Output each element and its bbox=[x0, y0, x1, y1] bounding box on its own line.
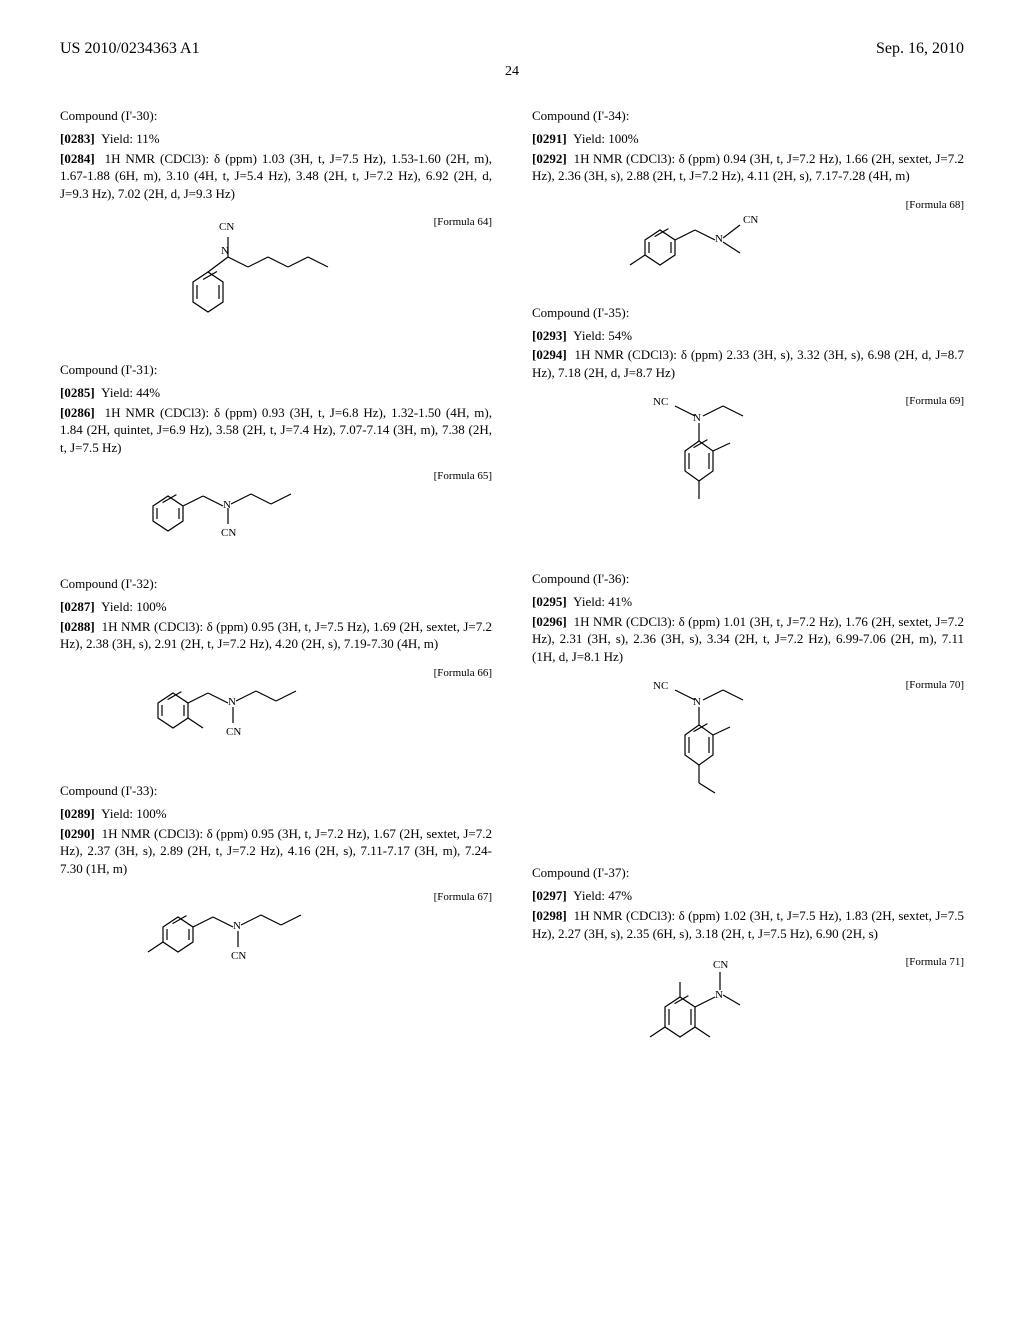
formula-row: N NC [Formula 69] bbox=[532, 391, 964, 541]
page-header: US 2010/0234363 A1 Sep. 16, 2010 bbox=[60, 40, 964, 58]
svg-text:CN: CN bbox=[713, 959, 728, 971]
paragraph: [0291] Yield: 100% bbox=[532, 130, 964, 148]
right-column: Compound (I'-34): [0291] Yield: 100% [0292… bbox=[532, 108, 964, 1082]
svg-text:N: N bbox=[693, 412, 701, 424]
compound-title: Compound (I'-32): bbox=[60, 576, 492, 592]
chemical-structure: N CN bbox=[60, 212, 426, 332]
paragraph: [0298] 1H NMR (CDCl3): δ (ppm) 1.02 (3H,… bbox=[532, 907, 964, 942]
paragraph: [0286] 1H NMR (CDCl3): δ (ppm) 0.93 (3H,… bbox=[60, 404, 492, 457]
svg-text:N: N bbox=[228, 696, 236, 708]
formula-row: N CN [Formula 65] bbox=[60, 466, 492, 546]
formula-label: [Formula 68] bbox=[906, 195, 964, 211]
paragraph-number: [0298] bbox=[532, 908, 567, 923]
compound-block: Compound (I'-30): [0283] Yield: 11% [0284]… bbox=[60, 108, 492, 332]
formula-label: [Formula 71] bbox=[906, 952, 964, 968]
patent-number: US 2010/0234363 A1 bbox=[60, 40, 200, 58]
compound-title: Compound (I'-37): bbox=[532, 865, 964, 881]
paragraph: [0289] Yield: 100% bbox=[60, 805, 492, 823]
paragraph-number: [0287] bbox=[60, 599, 95, 614]
svg-text:NC: NC bbox=[653, 396, 668, 408]
paragraph-number: [0295] bbox=[532, 594, 567, 609]
chemical-structure: N CN bbox=[532, 195, 898, 275]
compound-title: Compound (I'-34): bbox=[532, 108, 964, 124]
svg-text:CN: CN bbox=[226, 726, 241, 738]
compound-block: Compound (I'-36): [0295] Yield: 41% [0296]… bbox=[532, 571, 964, 835]
paragraph-number: [0294] bbox=[532, 347, 567, 362]
paragraph-number: [0293] bbox=[532, 328, 567, 343]
paragraph-number: [0292] bbox=[532, 151, 567, 166]
paragraph: [0293] Yield: 54% bbox=[532, 327, 964, 345]
formula-label: [Formula 67] bbox=[434, 887, 492, 903]
paragraph: [0287] Yield: 100% bbox=[60, 598, 492, 616]
paragraph-number: [0285] bbox=[60, 385, 95, 400]
paragraph: [0284] 1H NMR (CDCl3): δ (ppm) 1.03 (3H,… bbox=[60, 150, 492, 203]
paragraph-number: [0297] bbox=[532, 888, 567, 903]
svg-text:CN: CN bbox=[221, 527, 236, 539]
compound-title: Compound (I'-33): bbox=[60, 783, 492, 799]
formula-label: [Formula 64] bbox=[434, 212, 492, 228]
chemical-structure: N CN bbox=[60, 887, 426, 967]
svg-text:N: N bbox=[223, 499, 231, 511]
chemical-structure: N NC bbox=[532, 675, 898, 835]
paragraph-number: [0288] bbox=[60, 619, 95, 634]
compound-title: Compound (I'-31): bbox=[60, 362, 492, 378]
content-columns: Compound (I'-30): [0283] Yield: 11% [0284]… bbox=[60, 108, 964, 1082]
paragraph: [0297] Yield: 47% bbox=[532, 887, 964, 905]
chemical-structure: N NC bbox=[532, 391, 898, 541]
svg-text:N: N bbox=[693, 696, 701, 708]
paragraph: [0283] Yield: 11% bbox=[60, 130, 492, 148]
formula-label: [Formula 65] bbox=[434, 466, 492, 482]
compound-block: Compound (I'-35):[0293] Yield: 54%[0294]… bbox=[532, 305, 964, 542]
formula-label: [Formula 66] bbox=[434, 663, 492, 679]
formula-label: [Formula 69] bbox=[906, 391, 964, 407]
paragraph: [0288] 1H NMR (CDCl3): δ (ppm) 0.95 (3H,… bbox=[60, 618, 492, 653]
paragraph-number: [0286] bbox=[60, 405, 95, 420]
page-number: 24 bbox=[60, 64, 964, 80]
svg-text:N: N bbox=[715, 233, 723, 245]
compound-title: Compound (I'-30): bbox=[60, 108, 492, 124]
formula-row: N CN [Formula 66] bbox=[60, 663, 492, 753]
formula-row: N CN [Formula 71] bbox=[532, 952, 964, 1052]
formula-label: [Formula 70] bbox=[906, 675, 964, 691]
chemical-structure: N CN bbox=[532, 952, 898, 1052]
paragraph-number: [0290] bbox=[60, 826, 95, 841]
paragraph: [0295] Yield: 41% bbox=[532, 593, 964, 611]
svg-text:CN: CN bbox=[231, 950, 246, 962]
paragraph: [0294] 1H NMR (CDCl3): δ (ppm) 2.33 (3H,… bbox=[532, 346, 964, 381]
formula-row: N CN [Formula 67] bbox=[60, 887, 492, 967]
compound-block: Compound (I'-32): [0287] Yield: 100% [0288… bbox=[60, 576, 492, 753]
paragraph: [0290] 1H NMR (CDCl3): δ (ppm) 0.95 (3H,… bbox=[60, 825, 492, 878]
formula-row: N CN [Formula 64] bbox=[60, 212, 492, 332]
compound-block: Compound (I'-34): [0291] Yield: 100% [0292… bbox=[532, 108, 964, 275]
paragraph: [0292] 1H NMR (CDCl3): δ (ppm) 0.94 (3H,… bbox=[532, 150, 964, 185]
paragraph-number: [0296] bbox=[532, 614, 567, 629]
paragraph-number: [0291] bbox=[532, 131, 567, 146]
compound-block: Compound (I'-37): [0297] Yield: 47% [0298]… bbox=[532, 865, 964, 1052]
formula-row: N NC [Formula 70] bbox=[532, 675, 964, 835]
compound-block: Compound (I'-31): [0285] Yield: 44% [0286]… bbox=[60, 362, 492, 546]
compound-title: Compound (I'-36): bbox=[532, 571, 964, 587]
paragraph-number: [0284] bbox=[60, 151, 95, 166]
svg-text:NC: NC bbox=[653, 680, 668, 692]
chemical-structure: N CN bbox=[60, 466, 426, 546]
left-column: Compound (I'-30): [0283] Yield: 11% [0284]… bbox=[60, 108, 492, 1082]
compound-block: Compound (I'-33): [0289] Yield: 100% [0290… bbox=[60, 783, 492, 967]
chemical-structure: N CN bbox=[60, 663, 426, 753]
paragraph: [0296] 1H NMR (CDCl3): δ (ppm) 1.01 (3H,… bbox=[532, 613, 964, 666]
svg-text:CN: CN bbox=[743, 214, 758, 226]
formula-row: N CN [Formula 68] bbox=[532, 195, 964, 275]
svg-text:N: N bbox=[233, 920, 241, 932]
compound-title: Compound (I'-35): bbox=[532, 305, 964, 321]
svg-text:N: N bbox=[715, 989, 723, 1001]
svg-text:CN: CN bbox=[219, 221, 234, 233]
publication-date: Sep. 16, 2010 bbox=[876, 40, 964, 58]
paragraph-number: [0289] bbox=[60, 806, 95, 821]
paragraph: [0285] Yield: 44% bbox=[60, 384, 492, 402]
paragraph-number: [0283] bbox=[60, 131, 95, 146]
svg-text:N: N bbox=[221, 245, 229, 257]
